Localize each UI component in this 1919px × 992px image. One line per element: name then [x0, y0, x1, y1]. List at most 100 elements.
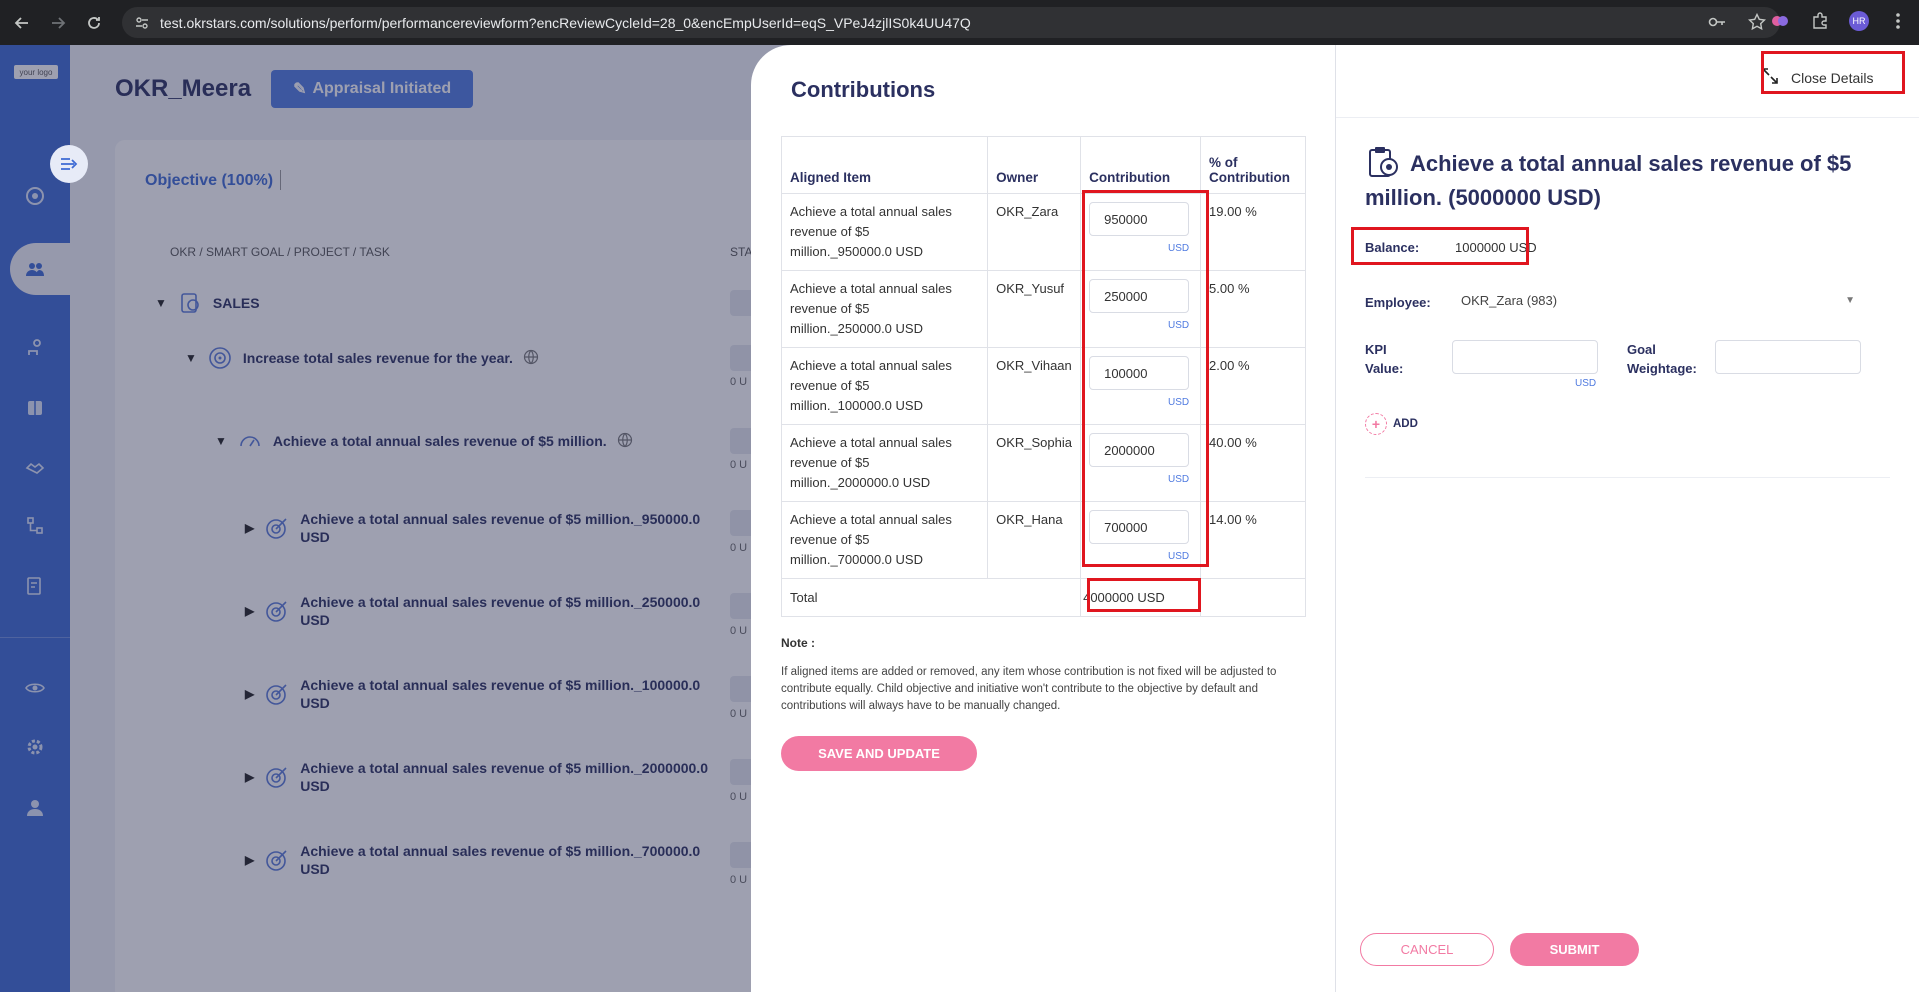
total-percent-cell: [1200, 578, 1306, 617]
plus-icon: +: [1365, 413, 1387, 435]
table-row: Achieve a total annual sales revenue of $…: [780, 424, 1306, 502]
cancel-button[interactable]: CANCEL: [1360, 933, 1494, 966]
close-details-button[interactable]: Close Details: [1761, 67, 1873, 88]
percent-cell: 40.00 %: [1200, 424, 1306, 502]
currency-label: USD: [1167, 551, 1190, 562]
extension-brain-icon[interactable]: [1769, 10, 1791, 32]
status-sub: 0 U: [730, 542, 748, 554]
goal-weightage-input[interactable]: [1715, 340, 1861, 374]
close-details-label: Close Details: [1791, 69, 1874, 86]
tree-row-task[interactable]: ▶ Achieve a total annual sales revenue o…: [245, 759, 708, 795]
contribution-cell: USD: [1080, 501, 1202, 579]
aligned-item-cell: Achieve a total annual sales revenue of $…: [780, 501, 989, 579]
aligned-item-cell: Achieve a total annual sales revenue of $…: [780, 270, 989, 348]
tree-row-key-result[interactable]: ▼ Achieve a total annual sales revenue o…: [215, 428, 633, 454]
appraisal-status-label: Appraisal Initiated: [312, 80, 452, 97]
contribution-input[interactable]: [1089, 202, 1190, 236]
tree-row-task[interactable]: ▶ Achieve a total annual sales revenue o…: [245, 593, 700, 629]
caret-down-icon[interactable]: ▼: [215, 434, 227, 448]
aligned-item-cell: Achieve a total annual sales revenue of $…: [780, 424, 989, 502]
eye-icon[interactable]: [24, 677, 46, 699]
back-icon[interactable]: [8, 9, 36, 37]
contribution-input[interactable]: [1089, 356, 1190, 390]
caret-right-icon[interactable]: ▶: [245, 521, 255, 535]
reload-icon[interactable]: [80, 9, 108, 37]
caret-right-icon[interactable]: ▶: [245, 687, 255, 701]
target-icon[interactable]: [24, 185, 46, 207]
caret-down-icon[interactable]: ▼: [155, 296, 167, 310]
details-header-divider: [1336, 117, 1919, 118]
contributions-drawer: Contributions Aligned Item Owner Contrib…: [751, 45, 1919, 992]
tree-row-sales[interactable]: ▼ SALES: [155, 290, 260, 316]
currency-label: USD: [1167, 397, 1190, 408]
contribution-input[interactable]: [1089, 433, 1190, 467]
kpi-value-input[interactable]: [1452, 340, 1598, 374]
tree-label: Achieve a total annual sales revenue of …: [300, 594, 701, 628]
book-icon[interactable]: [24, 397, 46, 419]
contribution-cell: USD: [1080, 270, 1202, 348]
kpi-currency-label: USD: [1575, 378, 1597, 389]
total-row: Total 4000000 USD: [780, 578, 1306, 617]
tree-label: Increase total sales revenue for the yea…: [242, 350, 513, 366]
column-heading-okr: OKR / SMART GOAL / PROJECT / TASK: [170, 245, 390, 259]
profile-avatar[interactable]: HR: [1849, 11, 1869, 31]
address-bar[interactable]: test.okrstars.com/solutions/perform/perf…: [122, 7, 1780, 38]
currency-label: USD: [1167, 243, 1190, 254]
forward-icon[interactable]: [44, 9, 72, 37]
caret-right-icon[interactable]: ▶: [245, 770, 255, 784]
note-text: If aligned items are added or removed, a…: [781, 666, 1277, 712]
tree-row-task[interactable]: ▶ Achieve a total annual sales revenue o…: [245, 676, 700, 712]
column-heading-status: STA: [730, 245, 753, 259]
target-arrow-icon: [264, 764, 290, 790]
owner-cell: OKR_Yusuf: [987, 270, 1082, 348]
settings-gear-icon[interactable]: [24, 736, 46, 758]
bookmark-star-icon[interactable]: [1747, 12, 1767, 36]
appraisal-status-button[interactable]: ✎ Appraisal Initiated: [271, 70, 474, 108]
sidebar: your logo: [0, 45, 70, 992]
add-button[interactable]: + ADD: [1365, 413, 1418, 435]
pane-divider: [1335, 45, 1336, 992]
tab-separator: [280, 170, 281, 190]
browser-menu-icon[interactable]: [1887, 10, 1909, 32]
tab-objective[interactable]: Objective (100%): [145, 172, 274, 189]
target-arrow-icon: [264, 598, 290, 624]
handshake-icon[interactable]: [24, 457, 46, 479]
tree-label: Achieve a total annual sales revenue of …: [272, 433, 607, 449]
tree-row-task[interactable]: ▶ Achieve a total annual sales revenue o…: [245, 510, 700, 546]
page-title: OKR_Meera: [115, 75, 252, 102]
profile-user-icon[interactable]: [24, 797, 46, 819]
tree-row-task[interactable]: ▶ Achieve a total annual sales revenue o…: [245, 842, 700, 878]
contribution-input[interactable]: [1089, 279, 1190, 313]
page-header: OKR_Meera ✎ Appraisal Initiated: [115, 70, 474, 108]
gauge-icon: [237, 428, 263, 454]
globe-icon: [617, 432, 633, 451]
review-doc-icon[interactable]: [24, 575, 46, 597]
extensions-puzzle-icon[interactable]: [1809, 10, 1831, 32]
sidebar-collapse-button[interactable]: [50, 145, 88, 183]
owner-cell: OKR_Hana: [987, 501, 1082, 579]
percent-cell: 19.00 %: [1200, 193, 1306, 271]
url-text: test.okrstars.com/solutions/perform/perf…: [160, 14, 971, 31]
contribution-input[interactable]: [1089, 510, 1190, 544]
tree-row-objective[interactable]: ▼ Increase total sales revenue for the y…: [185, 345, 539, 371]
status-sub: 0 U: [730, 791, 748, 803]
status-sub: 0 U: [730, 708, 748, 720]
table-row: Achieve a total annual sales revenue of $…: [780, 501, 1306, 579]
sidebar-item-team[interactable]: [10, 243, 70, 295]
caret-right-icon[interactable]: ▶: [245, 604, 255, 618]
owner-cell: OKR_Zara: [987, 193, 1082, 271]
hierarchy-icon[interactable]: [24, 515, 46, 537]
submit-button[interactable]: SUBMIT: [1510, 933, 1639, 966]
header-percent: % of Contribution: [1200, 136, 1306, 194]
user-flow-icon[interactable]: [24, 337, 46, 359]
employee-select[interactable]: OKR_Zara (983) ▼: [1461, 285, 1861, 315]
caret-right-icon[interactable]: ▶: [245, 853, 255, 867]
balance-label: Balance:: [1365, 240, 1420, 255]
owner-cell: OKR_Vihaan: [987, 347, 1082, 425]
owner-cell: OKR_Sophia: [987, 424, 1082, 502]
site-info-icon[interactable]: [134, 15, 150, 31]
save-and-update-button[interactable]: SAVE AND UPDATE: [781, 736, 977, 771]
caret-down-icon[interactable]: ▼: [185, 351, 197, 365]
password-key-icon[interactable]: [1708, 13, 1726, 36]
target-arrow-icon: [264, 515, 290, 541]
